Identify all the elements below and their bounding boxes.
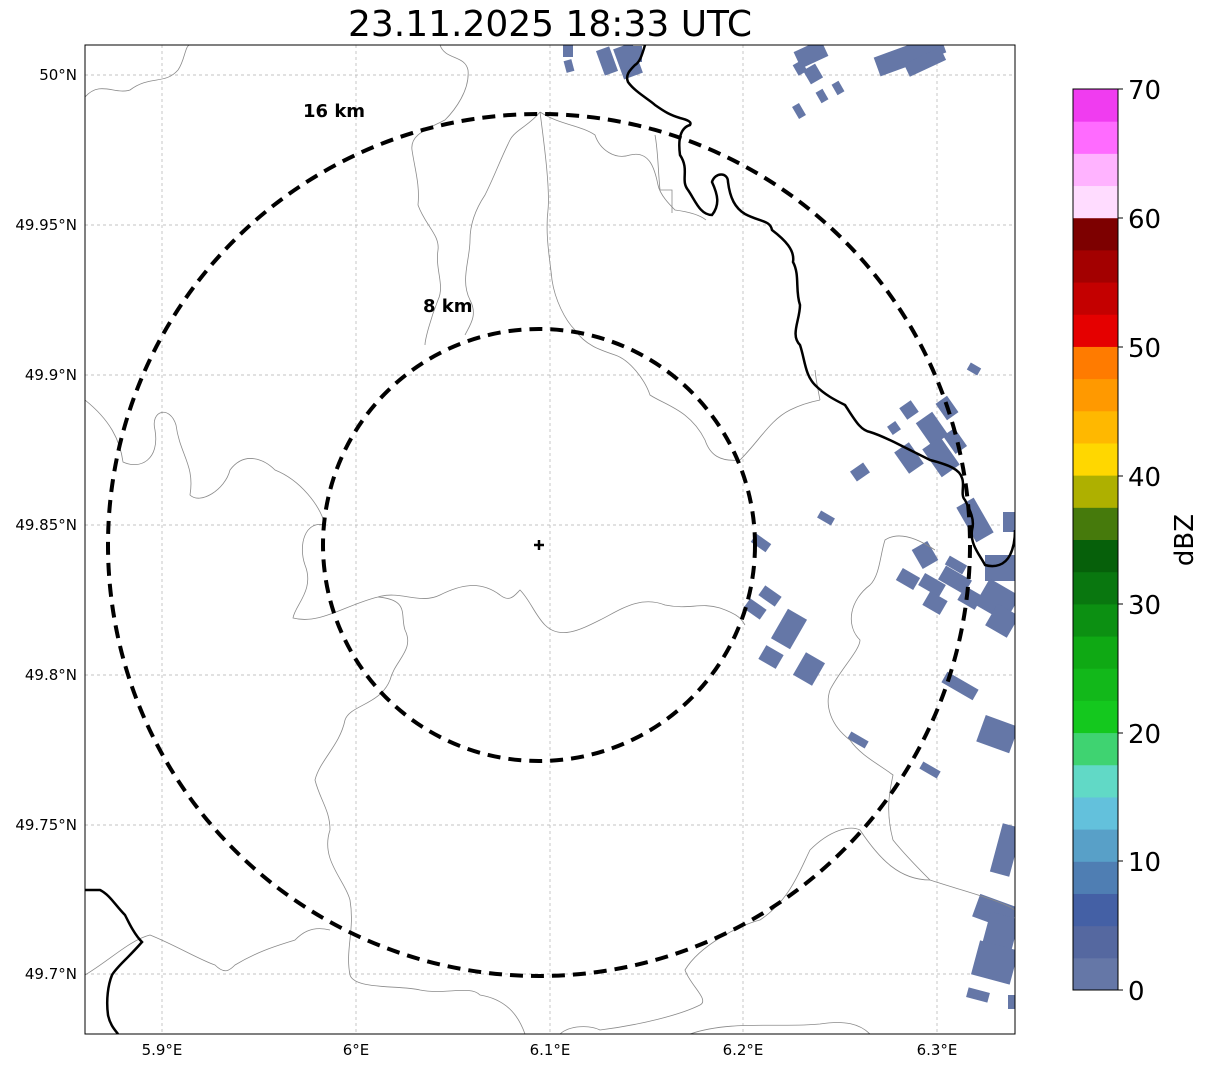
colorbar-segment	[1073, 893, 1118, 927]
colorbar-segment	[1073, 475, 1118, 508]
radar-location-marker	[534, 540, 544, 550]
lat-tick-label: 49.7°N	[25, 965, 77, 983]
chart-title: 23.11.2025 18:33 UTC	[347, 4, 753, 45]
colorbar-segment	[1073, 314, 1118, 347]
lon-tick-label: 5.9°E	[142, 1041, 183, 1059]
colorbar-tick-label: 20	[1128, 720, 1161, 750]
colorbar-ticks: 0 10 20 30 40 50 60 70	[1128, 76, 1161, 1007]
colorbar-label: dBZ	[1170, 514, 1200, 566]
gridlines	[85, 45, 1015, 1034]
range-rings	[106, 112, 972, 978]
colorbar-segment	[1073, 153, 1118, 187]
colorbar-segment	[1073, 700, 1118, 734]
lon-tick-label: 6.3°E	[917, 1041, 958, 1059]
lat-tick-label: 49.75°N	[15, 816, 77, 834]
colorbar-segment	[1073, 185, 1118, 219]
colorbar-tick-label: 40	[1128, 463, 1161, 493]
lon-tick-label: 6.2°E	[723, 1041, 764, 1059]
lat-tick-label: 49.85°N	[15, 516, 77, 534]
colorbar-segment	[1073, 764, 1118, 798]
colorbar-segment	[1073, 121, 1118, 154]
colorbar-segment	[1073, 378, 1118, 412]
colorbar-segment	[1073, 249, 1118, 283]
lon-tick-label: 6.1°E	[530, 1041, 571, 1059]
colorbar-tick-label: 50	[1128, 334, 1161, 364]
map-frame	[84, 44, 1016, 1035]
colorbar-segment	[1073, 410, 1118, 444]
lat-tick-label: 49.9°N	[25, 366, 77, 384]
lat-tick-label: 49.95°N	[15, 216, 77, 234]
colorbar-segment	[1073, 539, 1118, 573]
lon-tick-label: 6°E	[343, 1041, 370, 1059]
colorbar: 0 10 20 30 40 50 60 70 dBZ	[1072, 76, 1200, 1007]
colorbar-segment	[1073, 282, 1118, 315]
colorbar-segment	[1073, 668, 1118, 701]
colorbar-segments	[1073, 89, 1118, 991]
colorbar-segment	[1073, 796, 1118, 830]
radar-echoes	[563, 45, 1015, 1009]
longitude-axis: 5.9°E 6°E 6.1°E 6.2°E 6.3°E	[142, 1041, 958, 1059]
admin-boundaries	[85, 45, 1015, 1034]
colorbar-segment	[1073, 346, 1118, 380]
ring-label-8km: 8 km	[423, 296, 473, 317]
lat-tick-label: 49.8°N	[25, 666, 77, 684]
colorbar-segment	[1073, 861, 1118, 894]
colorbar-segment	[1073, 957, 1118, 991]
ring-label-16km: 16 km	[303, 101, 365, 122]
national-border	[85, 45, 1015, 1034]
colorbar-segment	[1073, 829, 1118, 862]
colorbar-segment	[1073, 636, 1118, 669]
colorbar-tick-label: 30	[1128, 591, 1161, 621]
colorbar-segment	[1073, 217, 1118, 251]
latitude-axis: 50°N 49.95°N 49.9°N 49.85°N 49.8°N 49.75…	[15, 66, 77, 983]
colorbar-segment	[1073, 603, 1118, 637]
colorbar-tick-label: 70	[1128, 76, 1161, 106]
range-ring-8km	[321, 327, 757, 763]
colorbar-segment	[1073, 732, 1118, 766]
colorbar-segment	[1073, 571, 1118, 605]
colorbar-segment	[1073, 925, 1118, 959]
colorbar-frame	[1072, 88, 1119, 991]
lat-tick-label: 50°N	[39, 66, 77, 84]
colorbar-segment	[1073, 442, 1118, 476]
colorbar-tick-label: 60	[1128, 205, 1161, 235]
colorbar-tick-label: 10	[1128, 848, 1161, 878]
colorbar-segment	[1073, 89, 1118, 122]
colorbar-segment	[1073, 507, 1118, 540]
colorbar-tick-label: 0	[1128, 977, 1145, 1007]
range-ring-16km	[106, 112, 972, 978]
